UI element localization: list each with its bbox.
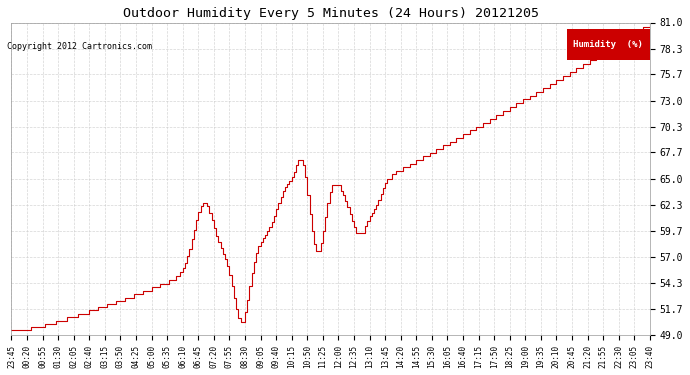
Title: Outdoor Humidity Every 5 Minutes (24 Hours) 20121205: Outdoor Humidity Every 5 Minutes (24 Hou… bbox=[123, 7, 539, 20]
Text: Copyright 2012 Cartronics.com: Copyright 2012 Cartronics.com bbox=[7, 42, 152, 51]
